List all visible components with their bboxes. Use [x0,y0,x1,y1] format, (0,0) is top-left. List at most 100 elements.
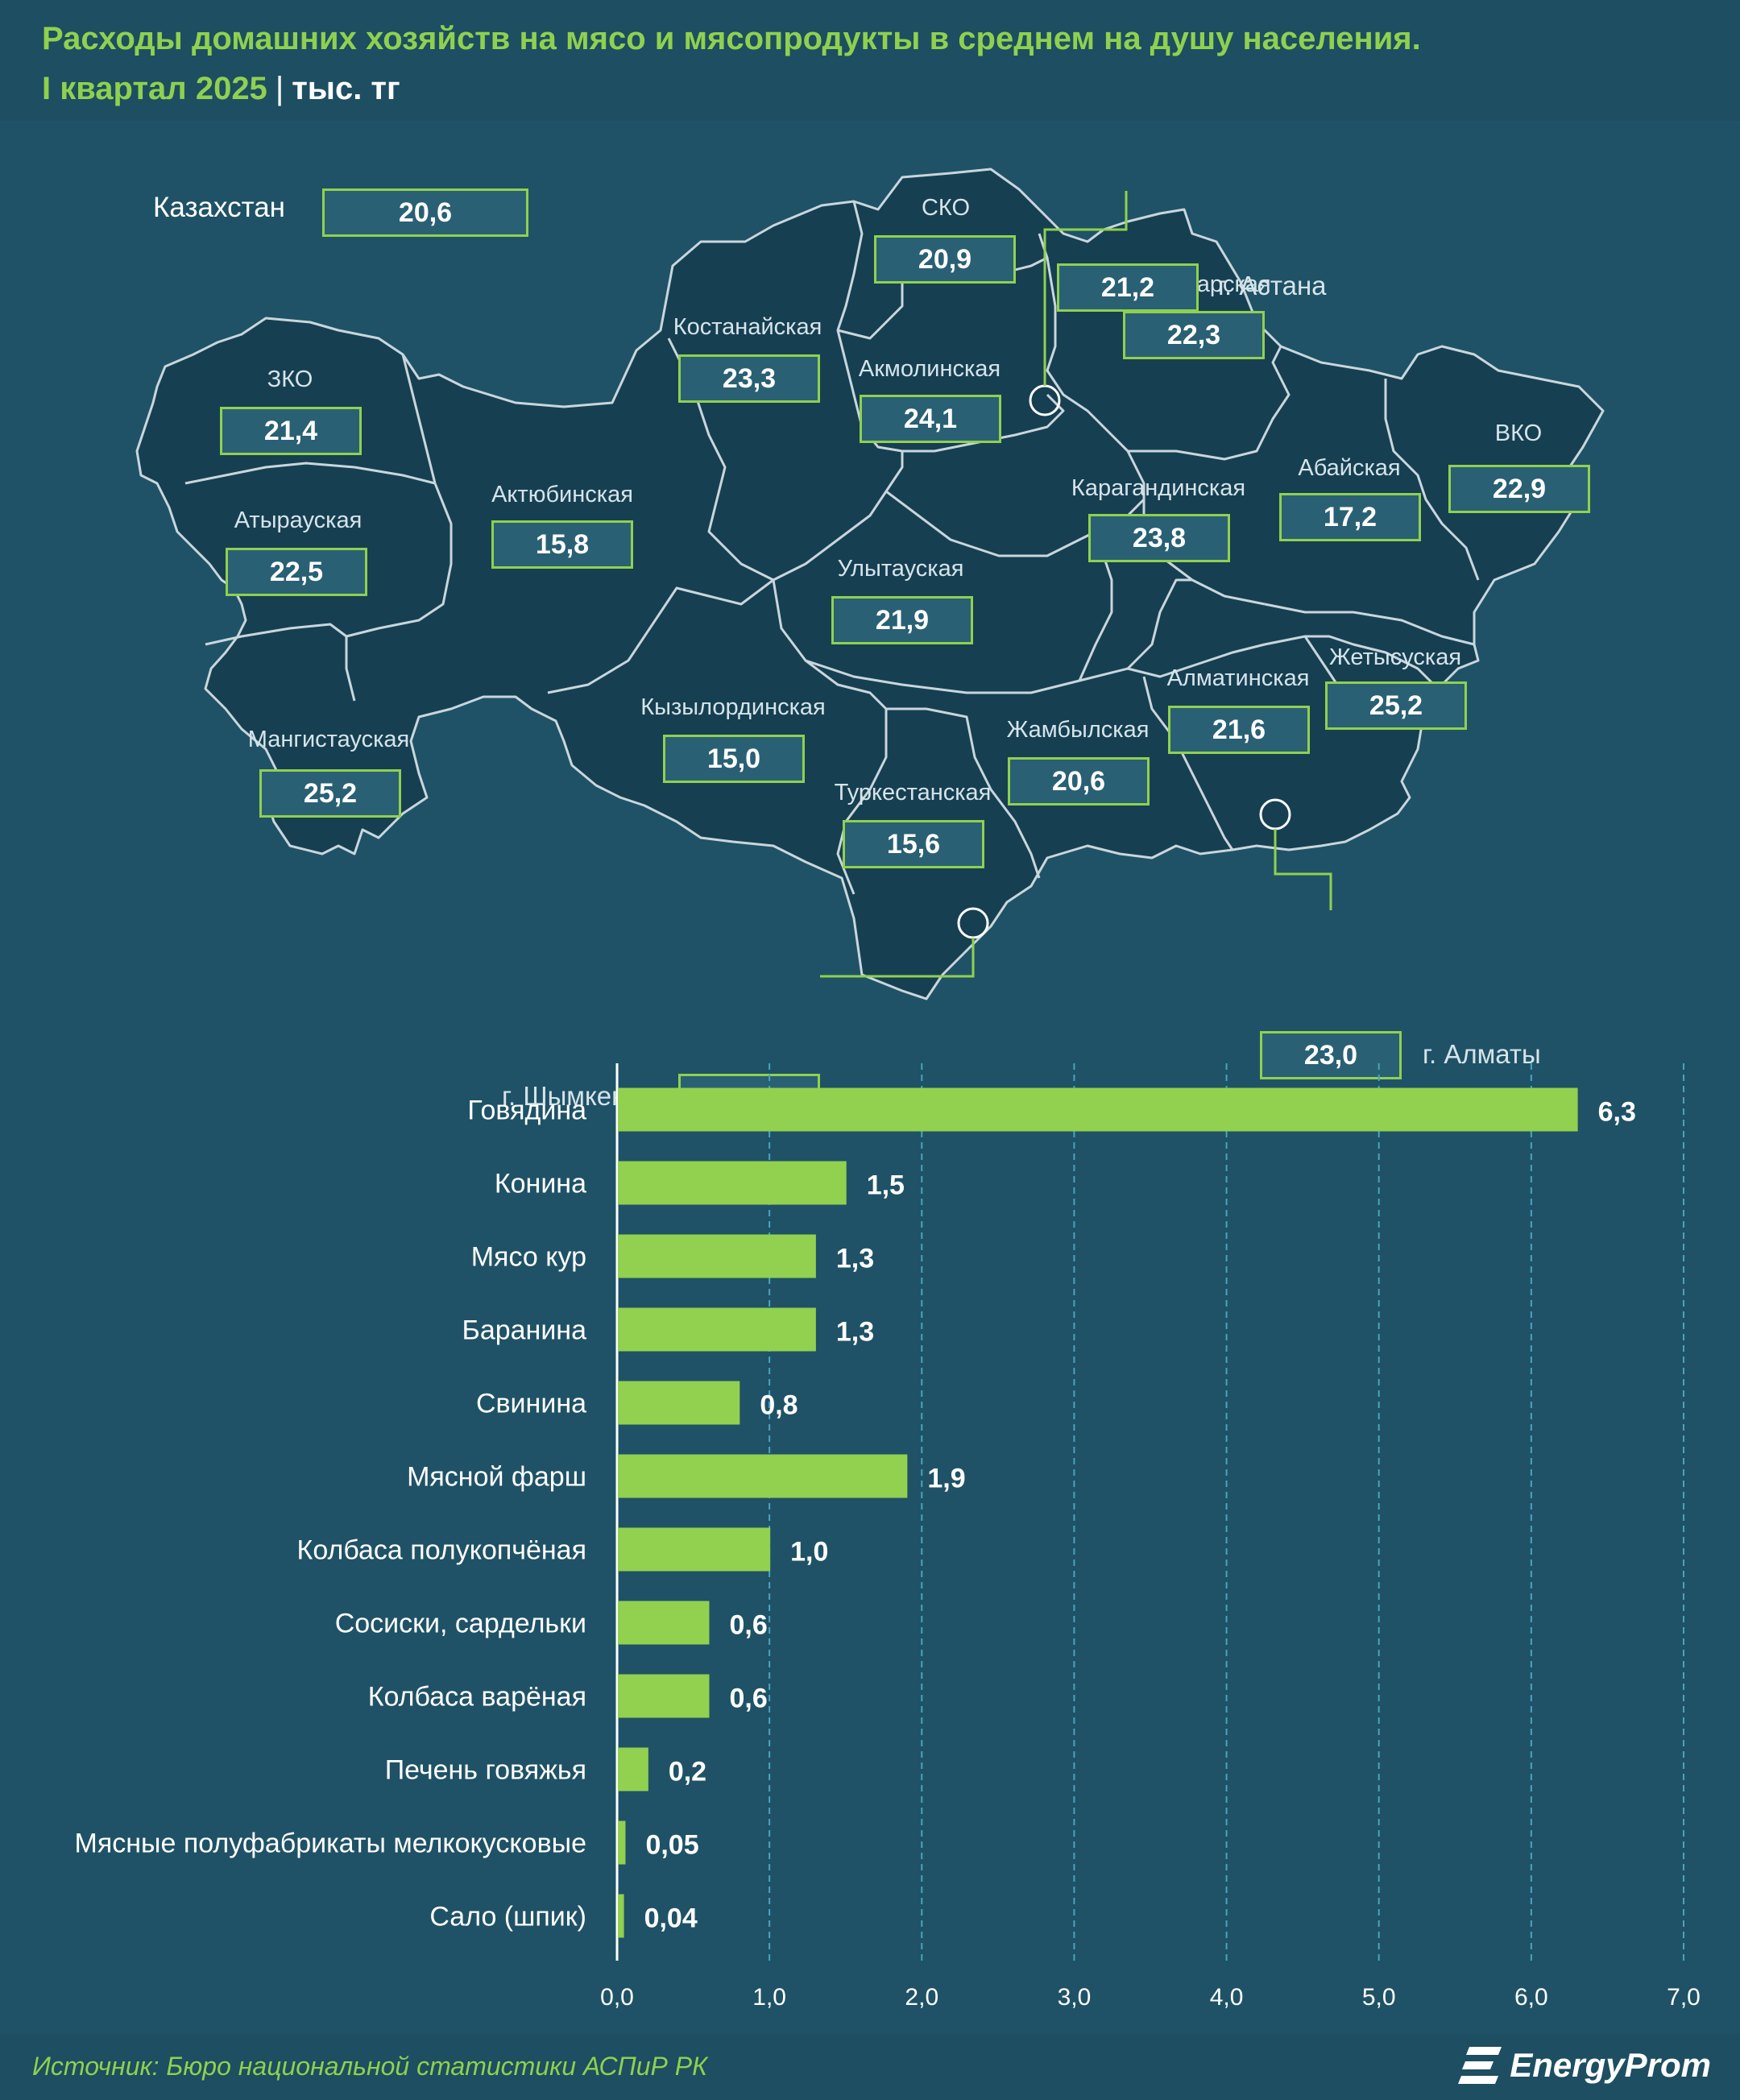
data-label: 0,05 [645,1830,698,1861]
region-name-ulytau: Улытауская [837,556,964,582]
city-name-shymkent: г. Шымкент [502,1081,639,1111]
region-name-atyrau: Атырауская [234,507,362,533]
unit-label: тыс. тг [292,71,400,106]
footer: Источник: Бюро национальной статистики А… [0,2034,1740,2100]
region-value-zhambyl: 20,6 [1008,757,1150,806]
bar [618,1087,1578,1132]
bar [618,1747,648,1791]
border-zko-aktobe [401,354,437,484]
category-label: Мясо кур [471,1242,586,1273]
border-kyzylorda-turkestan [805,659,888,895]
category-label: Колбаса варёная [368,1682,586,1713]
data-label: 0,04 [644,1903,698,1934]
x-tick-label: 0,0 [600,1984,634,2011]
region-value-turkestan: 15,6 [843,820,984,868]
border-abai-zhetysu [1264,603,1475,646]
data-label: 0,6 [729,1684,767,1714]
bar [618,1161,847,1205]
region-value-zko: 21,4 [220,407,362,455]
kazakhstan-value: 20,6 [322,188,528,237]
border-zhambyl-almaty [1142,676,1234,851]
region-value-aktobe: 15,8 [491,520,633,569]
category-label: Колбаса полукопчёная [297,1535,586,1566]
bar-chart: 0,0 1,0 2,0 3,0 4,0 5,0 6,0 7,0 Говядина 6,3 Конин… [0,1047,1740,2014]
border-kostanay-ulytau [773,451,904,582]
header: Расходы домашних хозяйств на мясо и мясо… [0,0,1740,121]
region-name-kyzylorda: Кызылординская [640,694,826,720]
region-value-karaganda: 23,8 [1088,514,1230,562]
bar-chart-svg: 0,0 1,0 2,0 3,0 4,0 5,0 6,0 7,0 Говядина 6,3 Конин… [75,1063,1701,2011]
data-label: 1,5 [867,1170,905,1201]
city-value-almaty: 23,0 [1260,1031,1402,1079]
data-label: 0,2 [669,1757,706,1787]
bar [618,1894,624,1938]
region-name-almaty: Алматинская [1166,665,1310,691]
region-name-abai: Абайская [1298,455,1401,481]
border-akmola-pavlodar [1046,257,1129,453]
border-zko-atyrau [184,462,436,485]
region-value-ulytau: 21,9 [831,596,973,644]
region-name-zhambyl: Жамбылская [1006,717,1150,743]
shymkent-leader [820,938,975,978]
brand-name: EnergyProm [1510,2046,1711,2084]
category-label: Свинина [476,1389,586,1419]
region-value-sko: 20,9 [874,235,1016,284]
region-name-karaganda: Карагандинская [1071,475,1246,501]
separator: | [275,71,284,106]
data-label: 0,6 [729,1610,767,1641]
data-label: 1,3 [836,1244,874,1274]
border-abai-vko [1384,379,1480,581]
category-label: Печень говяжья [385,1755,586,1786]
border-akmola-karaganda [902,393,1065,453]
border-kostanay-akmola [836,329,903,453]
region-name-zhetysu: Жетысуская [1328,644,1462,670]
astana-leader [1043,191,1128,386]
city-value-astana: 21,2 [1057,263,1199,312]
data-label: 6,3 [1598,1097,1636,1128]
city-name-almaty: г. Алматы [1423,1039,1541,1069]
region-value-kyzylorda: 15,0 [663,735,805,783]
bar [618,1674,710,1718]
region-value-mangistau: 25,2 [259,769,401,818]
category-label: Говядина [467,1096,586,1126]
region-value-vko: 22,9 [1448,465,1590,513]
bar [618,1381,740,1425]
chart-subtitle: I квартал 2025 | тыс. тг [42,71,400,107]
region-name-mangistau: Мангистауская [247,727,410,752]
region-name-kostanay: Костанайская [673,314,822,340]
category-label: Мясной фарш [407,1462,586,1493]
map-shapes [135,168,1605,1000]
bar [618,1454,908,1498]
region-value-almaty: 21,6 [1168,706,1310,754]
region-name-aktobe: Актюбинская [491,482,633,507]
border-turkestan-zhambyl [886,707,1041,879]
x-tick-label: 3,0 [1058,1984,1092,2011]
data-label: 0,8 [760,1390,798,1421]
bar [618,1527,771,1572]
x-tick-label: 2,0 [905,1984,938,2011]
x-tick-label: 1,0 [752,1984,786,2011]
brand-logo: EnergyProm [1458,2045,1711,2086]
region-value-pavlodar: 22,3 [1123,311,1265,359]
x-tick-label: 4,0 [1210,1984,1244,2011]
bar [618,1234,816,1278]
category-label: Сало (шпик) [429,1902,586,1932]
city-name-astana: г. Астана [1218,271,1327,300]
region-value-kostanay: 23,3 [678,354,820,403]
energyprom-logo-icon [1458,2047,1502,2084]
border-atyrau-aktobe [346,483,453,638]
category-label: Сосиски, сардельки [335,1609,586,1639]
region-value-abai: 17,2 [1279,493,1421,541]
region-name-sko: СКО [921,195,971,221]
almaty-leader [1274,829,1332,910]
region-name-turkestan: Туркестанская [834,780,992,806]
category-label: Конина [495,1169,586,1199]
region-value-zhetysu: 25,2 [1325,681,1467,730]
data-label: 1,9 [927,1464,965,1494]
border-pavlodar-abai [1128,346,1290,461]
border-aktobe-kyzylorda [547,578,774,694]
bar [618,1307,816,1352]
region-value-akmola: 24,1 [860,395,1001,443]
kazakhstan-label: Казахстан [153,192,286,223]
source-note: Источник: Бюро национальной статистики А… [32,2052,707,2081]
